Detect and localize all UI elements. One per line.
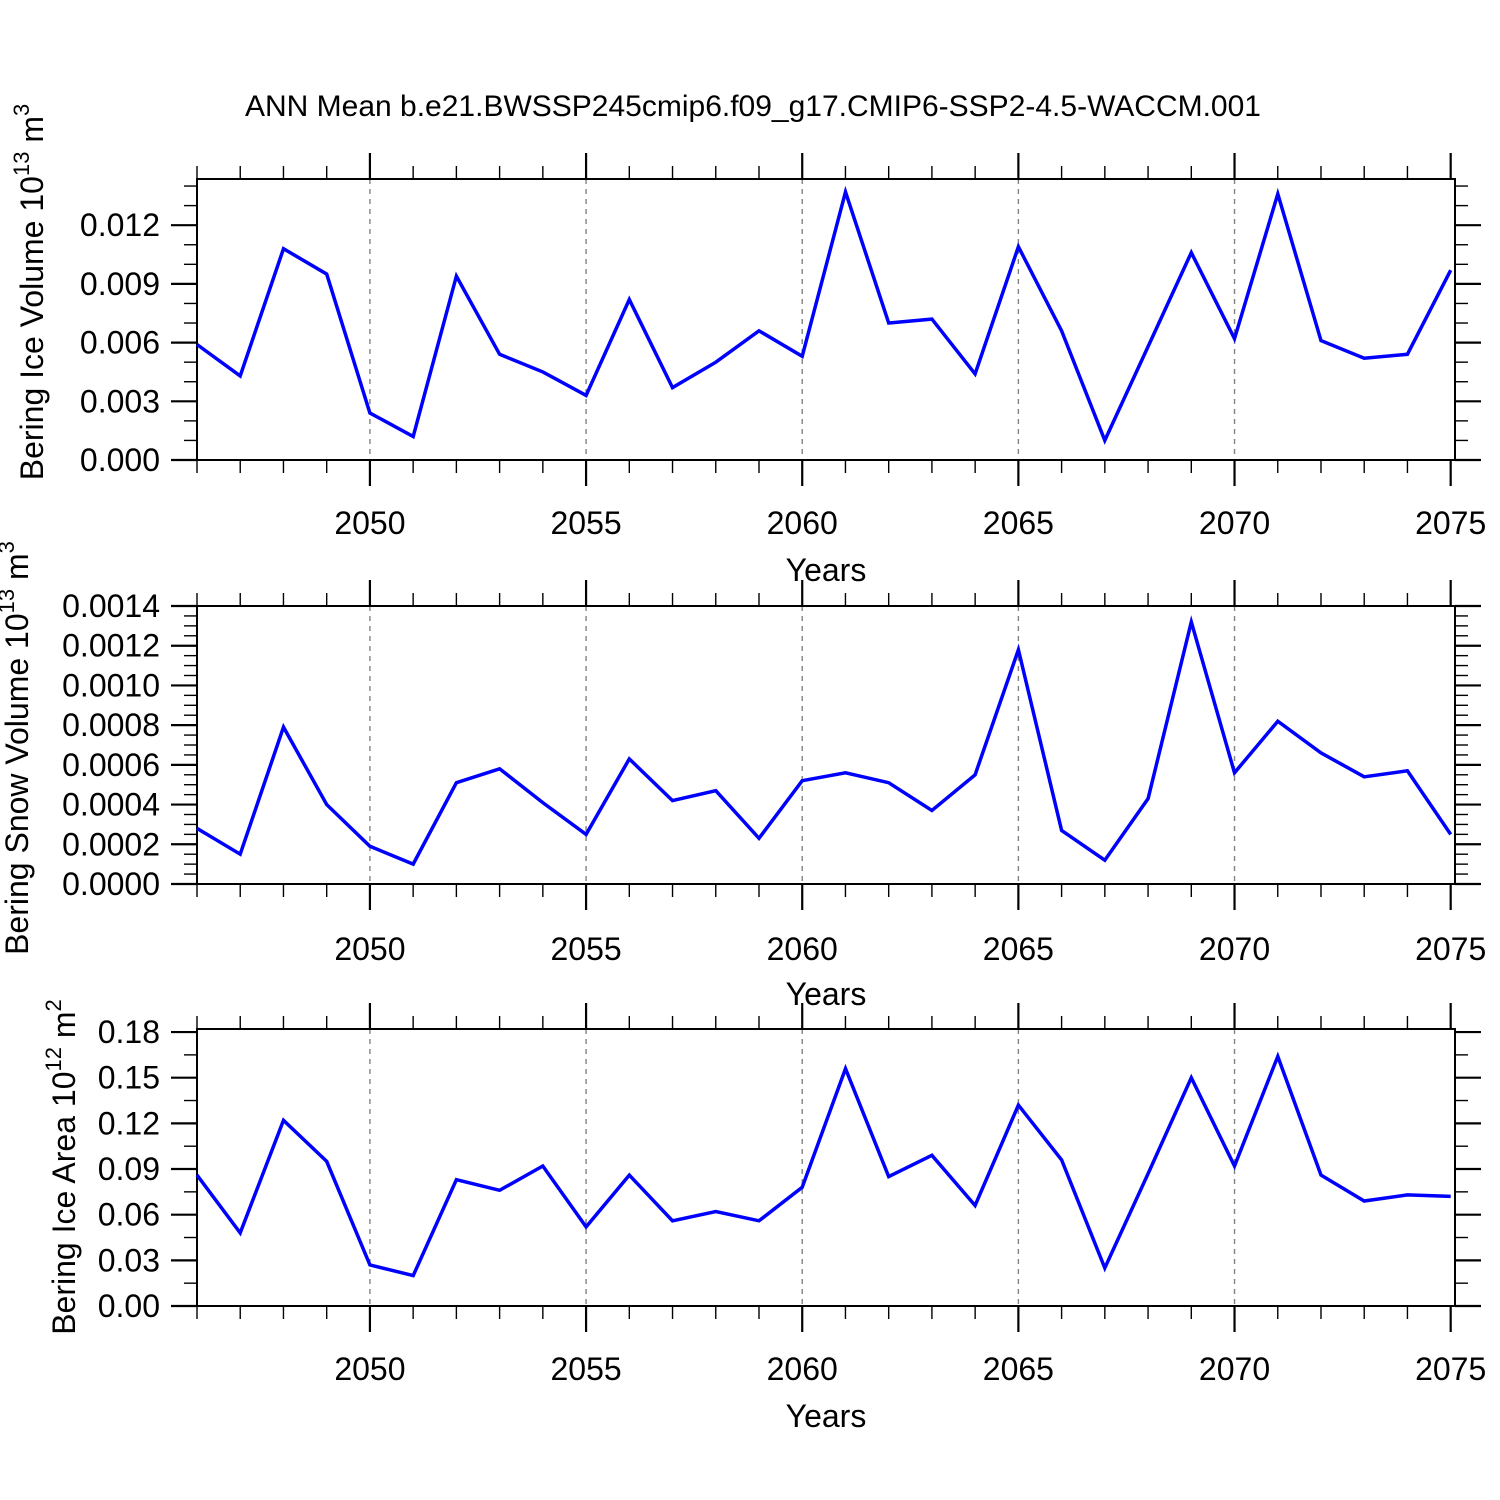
y-tick-label: 0.15 [98, 1060, 160, 1096]
y-tick-label: 0.0012 [62, 628, 160, 664]
bering-ice-volume-chart: 0.000 0.003 0.006 0.009 0.012 2050 2055 2060 206… [9, 104, 1486, 588]
x-tick-label: 2060 [767, 1351, 838, 1387]
y-tick-label: 0.0006 [62, 747, 160, 783]
axis-ticks [171, 153, 1481, 486]
y-tick-label: 0.06 [98, 1197, 160, 1233]
y-tick-label: 0.003 [80, 383, 160, 419]
plot-frame [196, 178, 1456, 461]
x-tick-label: 2070 [1199, 931, 1270, 967]
x-tick-label: 2065 [983, 1351, 1054, 1387]
x-tick-label: 2050 [334, 505, 405, 541]
x-tick-label: 2060 [767, 931, 838, 967]
figure-title: ANN Mean b.e21.BWSSP245cmip6.f09_g17.CMI… [244, 90, 1261, 123]
y-tick-label: 0.006 [80, 325, 160, 361]
y-tick-label: 0.12 [98, 1105, 160, 1141]
x-tick-label: 2065 [983, 505, 1054, 541]
bering-ice-area-chart: 0.00 0.03 0.06 0.09 0.12 0.15 0.18 2050 2055 2060… [41, 999, 1486, 1434]
y-tick-label: 0.0014 [62, 588, 160, 624]
plot-frame [196, 605, 1456, 885]
plot-frame [196, 1028, 1456, 1307]
axis-ticks [171, 580, 1481, 910]
x-tick-label: 2050 [334, 1351, 405, 1387]
x-tick-label: 2060 [767, 505, 838, 541]
bering-ice-volume-data-line [195, 185, 1453, 445]
x-tick-label: 2055 [550, 505, 621, 541]
x-tick-label: 2075 [1415, 505, 1486, 541]
y-tick-label: 0.0010 [62, 667, 160, 703]
y-tick-label: 0.09 [98, 1151, 160, 1187]
y-axis-title: Bering Snow Volume 1013 m3 [0, 541, 35, 955]
x-axis-title: Years [786, 1398, 867, 1434]
y-axis-title: Bering Ice Area 1012 m2 [41, 999, 82, 1335]
x-tick-label: 2050 [334, 931, 405, 967]
x-tick-label: 2055 [550, 931, 621, 967]
y-tick-label: 0.009 [80, 266, 160, 302]
y-tick-label: 0.18 [98, 1014, 160, 1050]
x-tick-label: 2070 [1199, 505, 1270, 541]
bering-snow-volume-data-line [196, 615, 1453, 867]
x-axis-title: Years [786, 976, 867, 1012]
y-tick-label: 0.0008 [62, 707, 160, 743]
y-tick-label: 0.0002 [62, 826, 160, 862]
y-tick-label: 0.0000 [62, 866, 160, 902]
y-tick-label: 0.012 [80, 207, 160, 243]
y-tick-label: 0.000 [80, 442, 160, 478]
bering-ice-area-data-line [195, 1051, 1451, 1278]
x-tick-label: 2075 [1415, 931, 1486, 967]
y-axis-title: Bering Ice Volume 1013 m3 [9, 104, 50, 480]
y-tick-label: 0.0004 [62, 787, 160, 823]
x-tick-label: 2070 [1199, 1351, 1270, 1387]
bering-snow-volume-chart: 0.00000.00020.00040.00060.00080.00100.00… [0, 541, 1486, 1012]
x-tick-label: 2065 [983, 931, 1054, 967]
x-tick-label: 2055 [550, 1351, 621, 1387]
x-tick-label: 2075 [1415, 1351, 1486, 1387]
axis-ticks [171, 1003, 1481, 1332]
x-axis-title: Years [786, 552, 867, 588]
y-tick-label: 0.00 [98, 1288, 160, 1324]
y-tick-label: 0.03 [98, 1242, 160, 1278]
